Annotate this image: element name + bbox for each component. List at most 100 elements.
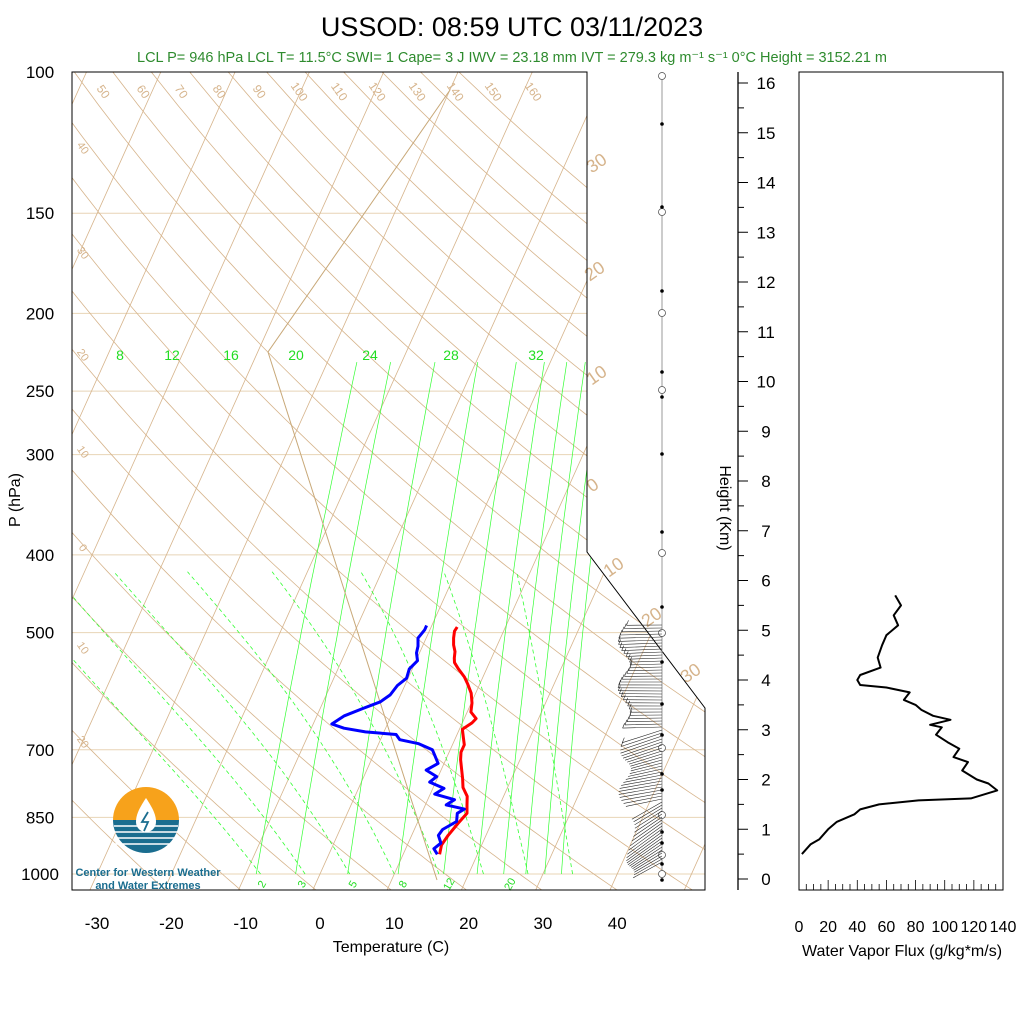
- dry-adiabat-label: 130: [406, 79, 429, 104]
- level-dot: [660, 878, 664, 882]
- level-circle: [658, 549, 666, 557]
- dry-adiabat-label: 50: [94, 82, 113, 101]
- height-axis-label: Height (Km): [716, 465, 733, 550]
- dewpoint-line: [330, 624, 466, 856]
- wind-barb: [622, 729, 663, 743]
- isotherm-left-label: 20: [74, 347, 91, 364]
- temperature-tick-label: 10: [385, 914, 404, 933]
- mixing-ratio-label: 16: [223, 347, 239, 363]
- wind-barb: [633, 858, 663, 876]
- level-dot: [660, 530, 664, 534]
- wind-barb-flag: [625, 697, 628, 703]
- wind-barb: [632, 849, 663, 869]
- wind-barb: [627, 840, 663, 865]
- level-dot: [660, 289, 664, 293]
- wind-barb: [621, 741, 663, 757]
- dry-adiabat-line: [72, 662, 317, 890]
- wind-barb-flag: [629, 656, 632, 663]
- pressure-tick-label: 850: [26, 808, 54, 827]
- wind-barb: [634, 807, 663, 826]
- temperature-tick-label: 40: [608, 914, 627, 933]
- mixing-ratio-bottom-label: 8: [397, 879, 410, 890]
- height-tick-label: 7: [761, 522, 770, 541]
- wind-barb: [627, 750, 663, 763]
- wind-barb: [621, 648, 663, 651]
- wvf-tick-label: 100: [931, 919, 958, 936]
- wind-barb: [629, 666, 663, 669]
- wind-barb-flag: [623, 648, 627, 654]
- wind-barb-flag: [619, 688, 622, 694]
- wind-barb: [618, 783, 663, 792]
- dry-adiabat-line: [72, 469, 543, 890]
- isotherm-left-label: 20: [74, 734, 91, 751]
- height-tick-label: 14: [757, 174, 776, 193]
- wind-barb: [624, 723, 663, 726]
- wind-barb: [618, 786, 663, 795]
- wind-barb: [628, 657, 663, 660]
- wind-barb: [629, 843, 663, 867]
- wind-barb: [633, 816, 663, 837]
- wind-barb-flag: [628, 713, 632, 719]
- pressure-axis-label: P (hPa): [7, 473, 24, 527]
- isotherm-line: [163, 72, 533, 890]
- height-tick-label: 9: [761, 422, 770, 441]
- wind-barb-flag: [621, 674, 625, 680]
- level-dot: [660, 205, 664, 209]
- mixing-ratio-line: [443, 362, 517, 875]
- wind-barb: [625, 747, 663, 761]
- wind-barb-flag: [626, 716, 630, 722]
- temperature-tick-label: -20: [159, 914, 184, 933]
- isotherm-line: [72, 72, 310, 601]
- mixing-ratio-label: 28: [443, 347, 459, 363]
- wind-barb-flag: [617, 682, 621, 688]
- height-tick-label: 8: [761, 472, 770, 491]
- wind-barb: [626, 672, 663, 674]
- height-tick-label: 6: [761, 572, 770, 591]
- level-circle: [658, 309, 666, 317]
- wind-barb-flag: [627, 654, 631, 660]
- wind-barb-flag: [618, 636, 621, 642]
- height-tick-label: 11: [757, 323, 775, 342]
- pressure-tick-label: 250: [26, 382, 54, 401]
- height-tick-label: 10: [757, 373, 776, 392]
- height-tick-label: 0: [761, 870, 770, 889]
- moist-adiabat-line: [72, 595, 306, 875]
- wind-barb-flag: [628, 703, 632, 710]
- wind-barb: [626, 831, 663, 859]
- wind-barb: [622, 726, 663, 729]
- wind-barb: [623, 651, 663, 654]
- isotherm-line: [72, 72, 236, 436]
- wind-barb-flag: [623, 694, 626, 700]
- level-dot: [660, 660, 664, 664]
- mixing-ratio-label: 20: [288, 347, 304, 363]
- wind-barb-flag: [629, 707, 633, 713]
- reference-profile-line: [267, 89, 451, 881]
- dry-adiabat-line: [72, 408, 618, 890]
- wind-barb: [633, 804, 663, 823]
- mixing-ratio-line: [476, 362, 545, 875]
- dry-adiabat-line: [72, 348, 694, 890]
- wind-barb: [626, 837, 663, 864]
- isotherm-line: [89, 72, 459, 890]
- dry-adiabat-label: 60: [134, 82, 153, 101]
- wind-barb: [634, 855, 663, 873]
- mixing-ratio-bottom-label: 5: [347, 879, 360, 890]
- isotherm-line: [72, 72, 385, 766]
- wind-barb: [626, 720, 663, 722]
- wind-barb: [620, 735, 663, 751]
- wvf-frame: [798, 71, 1004, 891]
- wind-barb: [631, 819, 663, 842]
- wind-barb: [631, 801, 663, 820]
- mixing-ratio-label: 32: [528, 347, 544, 363]
- wind-barb: [630, 822, 663, 846]
- height-tick-label: 5: [761, 621, 770, 640]
- level-circle: [658, 811, 666, 819]
- dry-adiabat-label: 100: [288, 79, 311, 104]
- level-dot: [660, 370, 664, 374]
- temperature-tick-label: -10: [233, 914, 258, 933]
- moist-adiabat-line: [187, 571, 395, 875]
- pressure-tick-label: 500: [26, 624, 54, 643]
- dry-adiabat-line: [72, 177, 705, 758]
- isotherm-left-label: 40: [74, 140, 91, 157]
- wind-barb: [627, 768, 663, 777]
